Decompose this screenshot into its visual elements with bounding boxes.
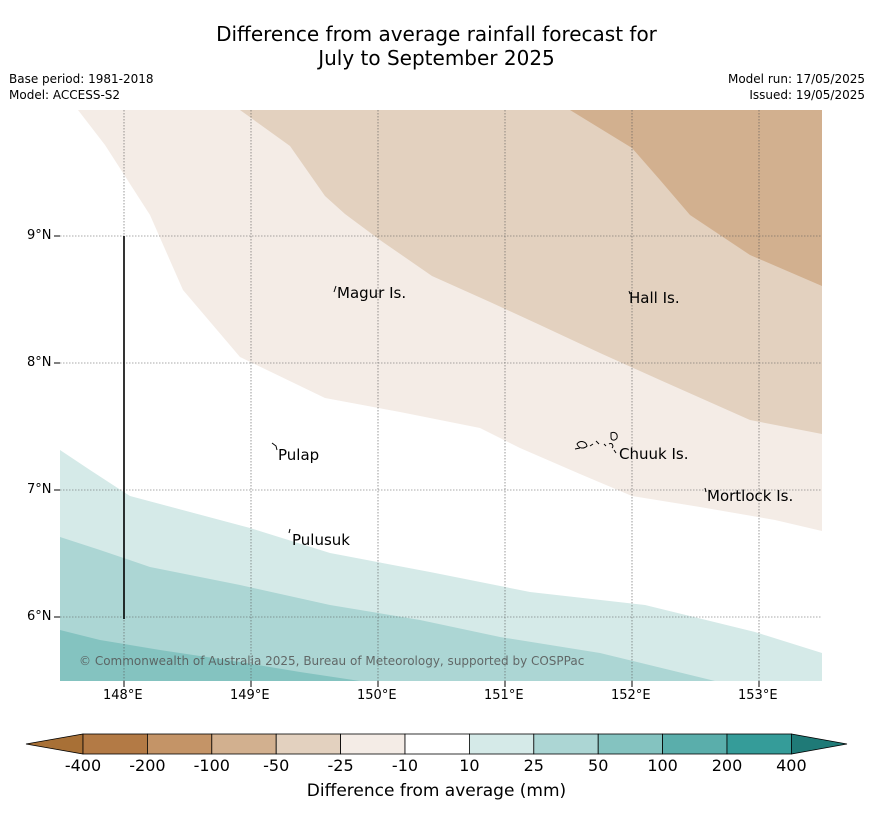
colorbar-tick-label: -400 xyxy=(64,756,102,775)
lon-label-149e: 149°E xyxy=(230,688,270,703)
band-50-100 xyxy=(60,630,360,681)
lon-label-148e: 148°E xyxy=(103,688,143,703)
base-period: Base period: 1981-2018 xyxy=(9,72,154,86)
chuuk-island-shape xyxy=(574,431,618,454)
colorbar-segment xyxy=(146,733,213,755)
place-mortlock: Mortlock Is. xyxy=(707,487,794,505)
colorbar-tick-label: -10 xyxy=(391,756,419,775)
axis-ticks xyxy=(54,235,760,687)
colorbar-segment xyxy=(404,733,470,755)
colorbar-tick-label: -100 xyxy=(193,756,230,775)
graticule xyxy=(60,110,822,681)
colorbar-extend-high xyxy=(791,733,848,755)
colorbar-segment xyxy=(533,733,599,755)
colorbar xyxy=(25,733,848,755)
colorbar-segment xyxy=(275,733,342,755)
lat-label-7n: 7°N xyxy=(27,482,52,497)
colorbar-tick-label: -50 xyxy=(263,756,290,775)
colorbar-segment xyxy=(597,733,664,755)
issued-date: Issued: 19/05/2025 xyxy=(749,88,865,102)
lon-label-152e: 152°E xyxy=(611,688,651,703)
colorbar-tick-label: -25 xyxy=(327,756,354,775)
place-chuuk: Chuuk Is. xyxy=(619,445,689,463)
copyright-notice: © Commonwealth of Australia 2025, Bureau… xyxy=(79,654,585,668)
colorbar-segment xyxy=(662,733,728,755)
colorbar-tick-label: 10 xyxy=(459,756,480,775)
lon-label-150e: 150°E xyxy=(357,688,397,703)
lat-label-8n: 8°N xyxy=(27,355,52,370)
pulusuk-island-shape xyxy=(288,528,291,534)
colorbar-tick-label: 100 xyxy=(647,756,678,775)
band-25-50 xyxy=(60,537,715,681)
colorbar-segment xyxy=(82,733,148,755)
place-pulusuk: Pulusuk xyxy=(292,531,350,549)
model-run: Model run: 17/05/2025 xyxy=(727,72,865,86)
colorbar-tick-label: -200 xyxy=(129,756,166,775)
mortlock-island-shape xyxy=(704,487,707,493)
colorbar-tick-label: 25 xyxy=(523,756,544,775)
colorbar-extend-low xyxy=(25,733,84,755)
colorbar-tick-label: 50 xyxy=(588,756,609,775)
map-title: Difference from average rainfall forecas… xyxy=(0,22,873,70)
model-name: Model: ACCESS-S2 xyxy=(9,88,121,102)
title-line-2: July to September 2025 xyxy=(318,46,555,70)
colorbar-tick-label: 400 xyxy=(776,756,807,775)
lat-label-9n: 9°N xyxy=(27,228,52,243)
colorbar-segment xyxy=(726,733,792,755)
place-pulap: Pulap xyxy=(278,446,320,464)
magur-island-shape xyxy=(333,285,337,293)
title-line-1: Difference from average rainfall forecas… xyxy=(216,22,657,46)
colorbar-segment xyxy=(468,733,535,755)
lat-label-6n: 6°N xyxy=(27,609,52,624)
meta-right: Model run: 17/05/2025 Issued: 19/05/2025 xyxy=(728,71,865,103)
colorbar-tick-label: 200 xyxy=(711,756,743,775)
place-hall: Hall Is. xyxy=(629,289,680,307)
pulap-island-shape xyxy=(271,442,278,451)
place-magur: Magur Is. xyxy=(337,284,407,302)
lon-label-153e: 153°E xyxy=(738,688,778,703)
islands xyxy=(271,285,707,534)
lon-label-151e: 151°E xyxy=(484,688,524,703)
hall-island-shape xyxy=(628,290,631,295)
colorbar-segment xyxy=(211,733,277,755)
meta-left: Base period: 1981-2018 Model: ACCESS-S2 xyxy=(9,71,154,103)
colorbar-title: Difference from average (mm) xyxy=(306,781,567,801)
colorbar-segment xyxy=(340,733,406,755)
